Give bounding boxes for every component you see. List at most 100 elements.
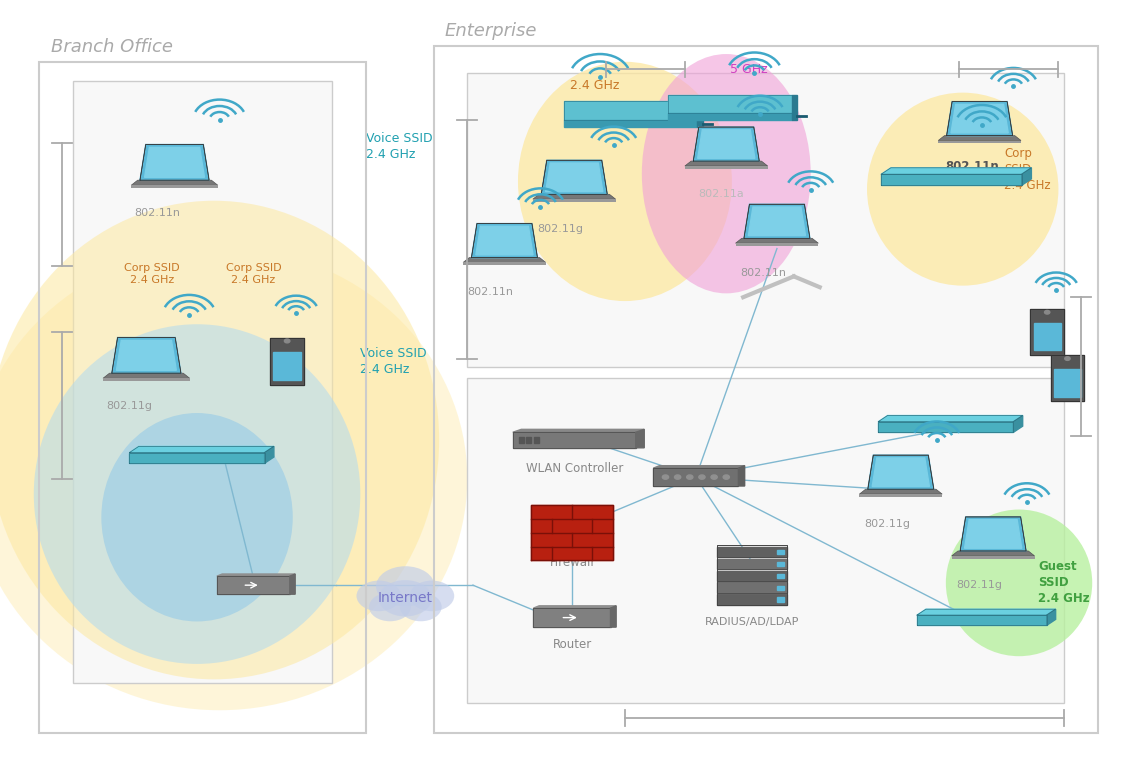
Circle shape	[687, 475, 692, 479]
Circle shape	[376, 566, 435, 607]
Text: Voice SSID
2.4 GHz: Voice SSID 2.4 GHz	[366, 132, 432, 161]
Polygon shape	[960, 517, 1026, 551]
Polygon shape	[951, 104, 1008, 133]
Polygon shape	[1054, 369, 1081, 397]
Polygon shape	[685, 161, 768, 166]
Polygon shape	[564, 101, 697, 120]
Circle shape	[369, 593, 411, 621]
Polygon shape	[777, 562, 785, 566]
Polygon shape	[739, 466, 744, 486]
Text: Corp SSID
2.4 GHz: Corp SSID 2.4 GHz	[124, 262, 180, 286]
Polygon shape	[951, 556, 1035, 559]
Text: 802.11g: 802.11g	[107, 401, 152, 411]
Polygon shape	[717, 559, 787, 569]
Polygon shape	[270, 337, 304, 385]
Circle shape	[723, 475, 730, 479]
Circle shape	[699, 475, 705, 479]
Polygon shape	[947, 102, 1012, 136]
Polygon shape	[859, 494, 942, 497]
Ellipse shape	[0, 247, 467, 710]
Polygon shape	[668, 96, 792, 113]
Polygon shape	[546, 163, 602, 191]
Polygon shape	[685, 166, 768, 169]
Polygon shape	[534, 437, 538, 443]
Polygon shape	[519, 437, 524, 443]
Text: 802.11a: 802.11a	[698, 189, 743, 199]
Ellipse shape	[518, 62, 732, 301]
Ellipse shape	[34, 324, 360, 664]
Polygon shape	[104, 378, 190, 381]
Text: RADIUS/AD/LDAP: RADIUS/AD/LDAP	[705, 618, 799, 628]
Circle shape	[400, 593, 441, 621]
Text: Branch Office: Branch Office	[51, 38, 172, 56]
Polygon shape	[104, 373, 190, 378]
Polygon shape	[697, 101, 703, 127]
Polygon shape	[129, 446, 274, 452]
Polygon shape	[777, 550, 785, 554]
Polygon shape	[777, 598, 785, 602]
Polygon shape	[533, 199, 616, 202]
Text: Corp
SSID
2.4 GHz: Corp SSID 2.4 GHz	[1004, 147, 1051, 192]
Polygon shape	[777, 586, 785, 590]
Polygon shape	[533, 195, 616, 199]
Polygon shape	[744, 205, 810, 239]
Polygon shape	[938, 136, 1021, 141]
Ellipse shape	[642, 54, 811, 293]
Polygon shape	[1034, 323, 1061, 350]
Polygon shape	[859, 489, 942, 494]
Polygon shape	[917, 609, 1056, 615]
Polygon shape	[717, 594, 787, 604]
Polygon shape	[653, 466, 744, 468]
Polygon shape	[868, 455, 933, 489]
Text: Firewall: Firewall	[549, 556, 595, 569]
FancyBboxPatch shape	[467, 73, 1064, 367]
Polygon shape	[610, 606, 616, 627]
Text: 802.11g: 802.11g	[538, 224, 583, 234]
Polygon shape	[1047, 609, 1056, 625]
Polygon shape	[274, 352, 301, 380]
Polygon shape	[749, 207, 805, 235]
Polygon shape	[668, 113, 792, 120]
Polygon shape	[1030, 309, 1064, 355]
Polygon shape	[873, 458, 929, 486]
Text: WLAN Controller: WLAN Controller	[526, 462, 623, 476]
FancyBboxPatch shape	[467, 378, 1064, 703]
Circle shape	[1045, 310, 1049, 314]
Polygon shape	[717, 547, 787, 557]
Polygon shape	[878, 415, 1022, 422]
Polygon shape	[694, 127, 759, 161]
Polygon shape	[217, 576, 289, 594]
Polygon shape	[116, 340, 177, 371]
Circle shape	[378, 580, 432, 617]
Polygon shape	[463, 262, 546, 266]
Polygon shape	[882, 168, 1031, 174]
Text: Router: Router	[553, 638, 591, 652]
Circle shape	[410, 581, 454, 611]
Polygon shape	[512, 432, 636, 448]
Text: 802.11n: 802.11n	[135, 208, 180, 218]
Text: Enterprise: Enterprise	[445, 22, 537, 40]
Circle shape	[711, 475, 717, 479]
Polygon shape	[217, 574, 295, 576]
Polygon shape	[131, 185, 218, 188]
Polygon shape	[1051, 355, 1084, 401]
Polygon shape	[111, 337, 181, 373]
Circle shape	[1065, 357, 1070, 361]
Polygon shape	[777, 574, 785, 578]
Polygon shape	[512, 429, 644, 432]
Circle shape	[285, 339, 289, 343]
Circle shape	[662, 475, 669, 479]
Text: Internet: Internet	[378, 591, 432, 605]
Polygon shape	[476, 226, 533, 255]
Text: 802.11n: 802.11n	[741, 269, 786, 279]
Ellipse shape	[101, 413, 293, 621]
Polygon shape	[735, 239, 819, 243]
FancyBboxPatch shape	[73, 81, 332, 683]
Polygon shape	[698, 130, 754, 158]
Text: Voice SSID
2.4 GHz: Voice SSID 2.4 GHz	[360, 347, 427, 376]
Polygon shape	[878, 422, 1013, 432]
Polygon shape	[653, 468, 739, 486]
Polygon shape	[735, 243, 819, 246]
Polygon shape	[265, 446, 274, 463]
Polygon shape	[965, 520, 1021, 548]
